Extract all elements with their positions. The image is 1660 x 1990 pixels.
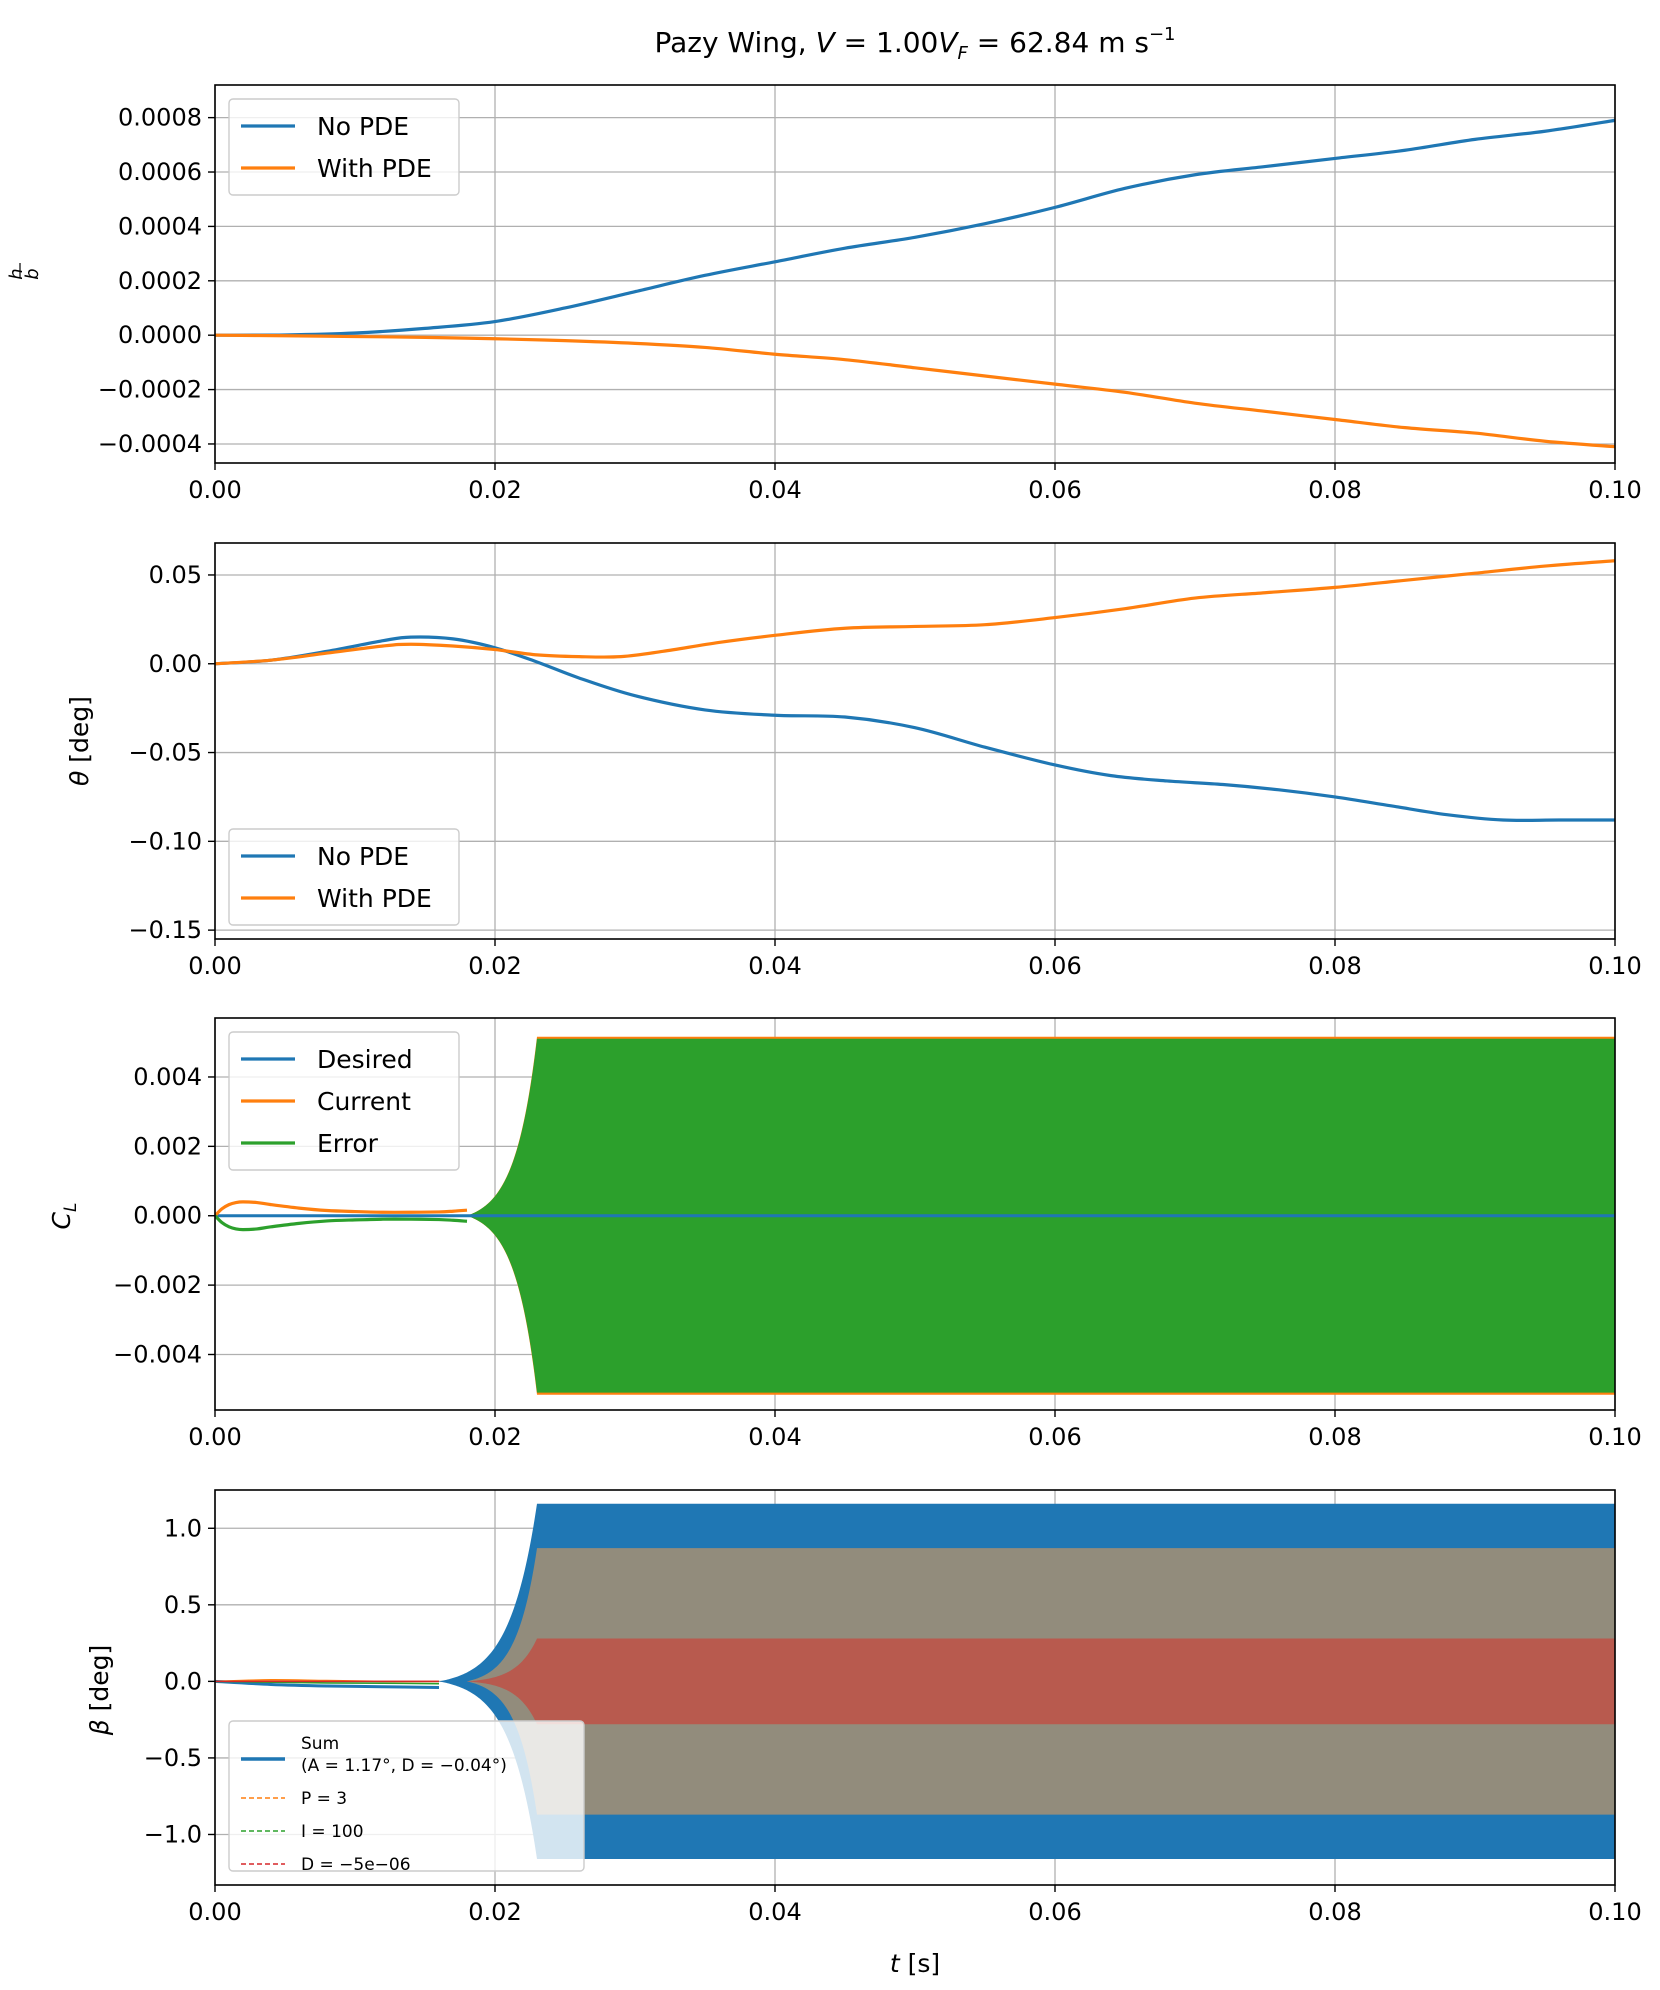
x-tick-label: 0.08 <box>1308 1423 1361 1451</box>
series-line-sum <box>215 1679 440 1689</box>
y-tick-label: −1.0 <box>144 1820 202 1848</box>
x-tick-label: 0.10 <box>1588 1898 1641 1926</box>
y-axis-label-heave: h <box>6 268 27 279</box>
y-axis-label-lift: CL <box>47 1203 81 1230</box>
legend-label: Current <box>317 1087 411 1116</box>
x-tick-label: 0.04 <box>748 952 801 980</box>
y-tick-label: −0.10 <box>128 827 202 855</box>
panel-lift-coefficient: 0.00 0.02 0.04 0.06 0.08 0.10 −0.004 −0.002 0.00… <box>47 1017 1642 1451</box>
y-tick-label: −0.0002 <box>98 376 202 404</box>
y-tick-label: 0.0004 <box>118 212 202 240</box>
panel-heave: 0.00 0.02 0.04 0.06 0.08 0.10 −0.0004 −0.0002 0.… <box>6 84 1642 504</box>
legend-label: Desired <box>317 1045 413 1074</box>
x-tick-label: 0.10 <box>1588 476 1641 504</box>
series-line-error <box>215 1214 468 1232</box>
y-tick-label: 1.0 <box>164 1514 202 1542</box>
y-tick-label: 0.004 <box>133 1063 202 1091</box>
y-tick-label: 0.0000 <box>118 321 202 349</box>
series-line-with-pde <box>215 559 1615 666</box>
x-tick-label: 0.06 <box>1028 1423 1081 1451</box>
legend-label-sum: Sum <box>301 1734 339 1754</box>
x-tick-label: 0.04 <box>748 1898 801 1926</box>
y-tick-label: −0.0004 <box>98 430 202 458</box>
y-axis-label-heave-den: b <box>22 268 43 279</box>
x-tick-label: 0.08 <box>1308 476 1361 504</box>
legend-label: No PDE <box>317 112 409 141</box>
x-tick-label: 0.00 <box>188 1423 241 1451</box>
x-tick-label: 0.08 <box>1308 952 1361 980</box>
y-tick-label: 0.0002 <box>118 267 202 295</box>
y-tick-label: −0.004 <box>113 1340 202 1368</box>
axes-frame <box>214 84 1616 464</box>
x-tick-label: 0.00 <box>188 1898 241 1926</box>
legend-label: No PDE <box>317 842 409 871</box>
x-tick-label: 0.06 <box>1028 1898 1081 1926</box>
legend-box <box>228 98 460 196</box>
legend-label: With PDE <box>317 884 432 913</box>
legend-label-term: I = 100 <box>301 1822 364 1842</box>
x-tick-label: 0.02 <box>468 1423 521 1451</box>
y-tick-label: −0.05 <box>128 739 202 767</box>
y-axis-label-beta: β [deg] <box>85 1645 114 1737</box>
legend-label-term: D = −5e−06 <box>301 1855 411 1875</box>
legend-box <box>228 1031 460 1171</box>
series-line-no-pde <box>215 118 1615 337</box>
figure-title: Pazy Wing, V = 1.00VF = 62.84 m s−1 <box>654 24 1175 64</box>
x-tick-label: 0.04 <box>748 1423 801 1451</box>
axes-frame <box>214 542 1616 940</box>
y-tick-label: −0.5 <box>144 1744 202 1772</box>
x-axis-label: t [s] <box>890 1949 940 1978</box>
y-tick-label: 0.0 <box>164 1667 202 1695</box>
panel-pitch: 0.00 0.02 0.04 0.06 0.08 0.10 −0.15 −0.10 −0.05 0… <box>65 542 1642 980</box>
y-tick-label: −0.15 <box>128 916 202 944</box>
x-tick-label: 0.02 <box>468 476 521 504</box>
legend-box <box>228 828 460 926</box>
y-tick-label: 0.0006 <box>118 158 202 186</box>
legend-box <box>228 1720 585 1872</box>
y-tick-label: 0.5 <box>164 1591 202 1619</box>
series-line-with-pde <box>215 333 1615 449</box>
legend-label: With PDE <box>317 154 432 183</box>
y-tick-label: 0.0008 <box>118 104 202 132</box>
x-tick-label: 0.04 <box>748 476 801 504</box>
x-tick-label: 0.02 <box>468 1898 521 1926</box>
legend-label: Error <box>317 1129 379 1158</box>
x-tick-label: 0.00 <box>188 476 241 504</box>
x-tick-label: 0.10 <box>1588 1423 1641 1451</box>
y-tick-label: −0.002 <box>113 1271 202 1299</box>
y-axis-label-pitch: θ [deg] <box>65 696 94 786</box>
axes-frame <box>214 1017 1616 1411</box>
legend-label-term: P = 3 <box>301 1789 347 1809</box>
y-tick-label: 0.002 <box>133 1132 202 1160</box>
series-line-no-pde <box>215 635 1615 823</box>
x-tick-label: 0.06 <box>1028 952 1081 980</box>
axes-frame <box>214 1489 1616 1886</box>
y-tick-label: 0.000 <box>133 1202 202 1230</box>
y-tick-label: 0.05 <box>149 561 202 589</box>
legend-label-sum-params: (A = 1.17°, D = −0.04°) <box>301 1756 507 1776</box>
y-tick-label: 0.00 <box>149 650 202 678</box>
series-line-current <box>215 1200 468 1217</box>
x-tick-label: 0.08 <box>1308 1898 1361 1926</box>
x-tick-label: 0.10 <box>1588 952 1641 980</box>
id-term-oscillation-band <box>467 1638 1615 1725</box>
panel-control-deflection: 0.00 0.02 0.04 0.06 0.08 0.10 −1.0 −0.5 0.0 0.5 1.… <box>85 1489 1642 1926</box>
x-tick-label: 0.00 <box>188 952 241 980</box>
x-tick-label: 0.02 <box>468 952 521 980</box>
x-tick-label: 0.06 <box>1028 476 1081 504</box>
